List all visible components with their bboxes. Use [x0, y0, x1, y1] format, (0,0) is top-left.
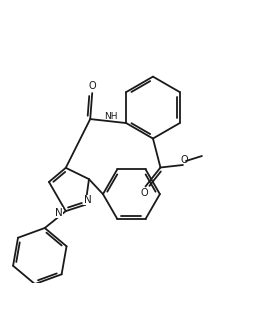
Text: NH: NH [104, 112, 117, 121]
Text: O: O [140, 188, 148, 198]
Text: N: N [84, 195, 91, 205]
Text: O: O [180, 155, 188, 165]
Text: N: N [55, 208, 63, 217]
Text: O: O [88, 81, 96, 91]
